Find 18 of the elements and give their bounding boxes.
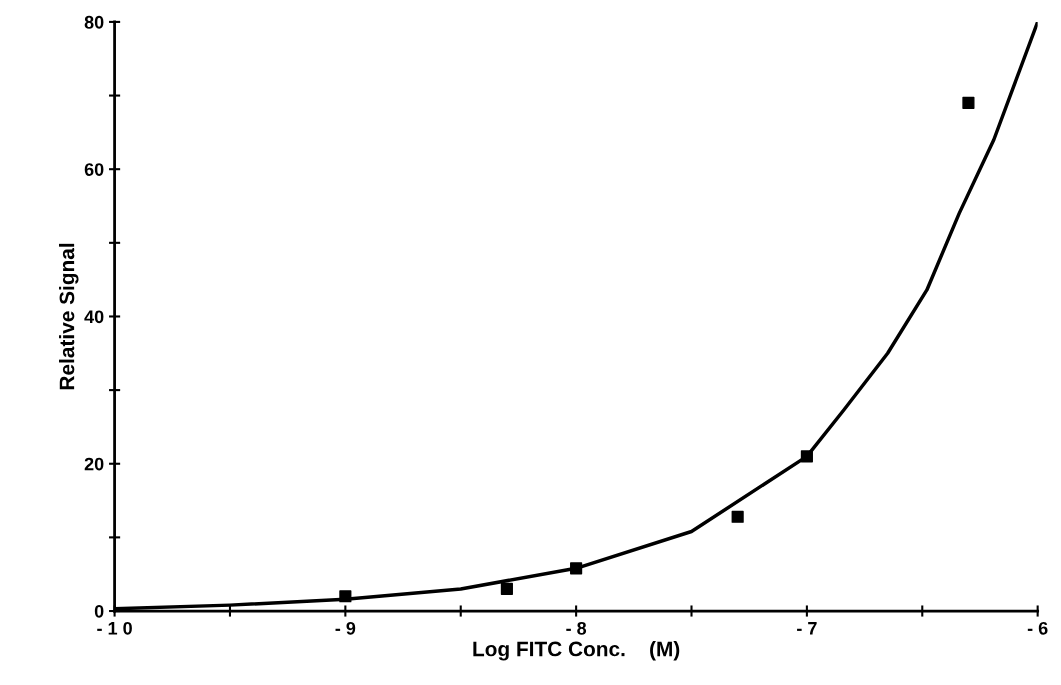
x-tick-label: - 1 0 (97, 621, 132, 635)
point (962, 96, 975, 109)
y-tick-label: 20 (84, 457, 104, 471)
point (570, 562, 583, 575)
point (800, 450, 813, 463)
x-tick-label: - 7 (797, 622, 817, 635)
point (500, 582, 513, 596)
x-tick-label: - 8 (566, 621, 587, 635)
x-tick-label: - 6 (1027, 621, 1048, 635)
y-tick-label: 40 (84, 310, 104, 324)
x-axis-title: Log FITC Conc. (M) (473, 641, 680, 661)
x-tick-label: - 9 (335, 621, 356, 635)
y-tick-label: 80 (84, 15, 104, 29)
y-tick-label: 0 (94, 604, 104, 618)
y-axis-title: Relative Signal (59, 243, 79, 390)
point (731, 510, 744, 523)
y-tick-label: 60 (84, 163, 104, 176)
point (339, 590, 352, 603)
